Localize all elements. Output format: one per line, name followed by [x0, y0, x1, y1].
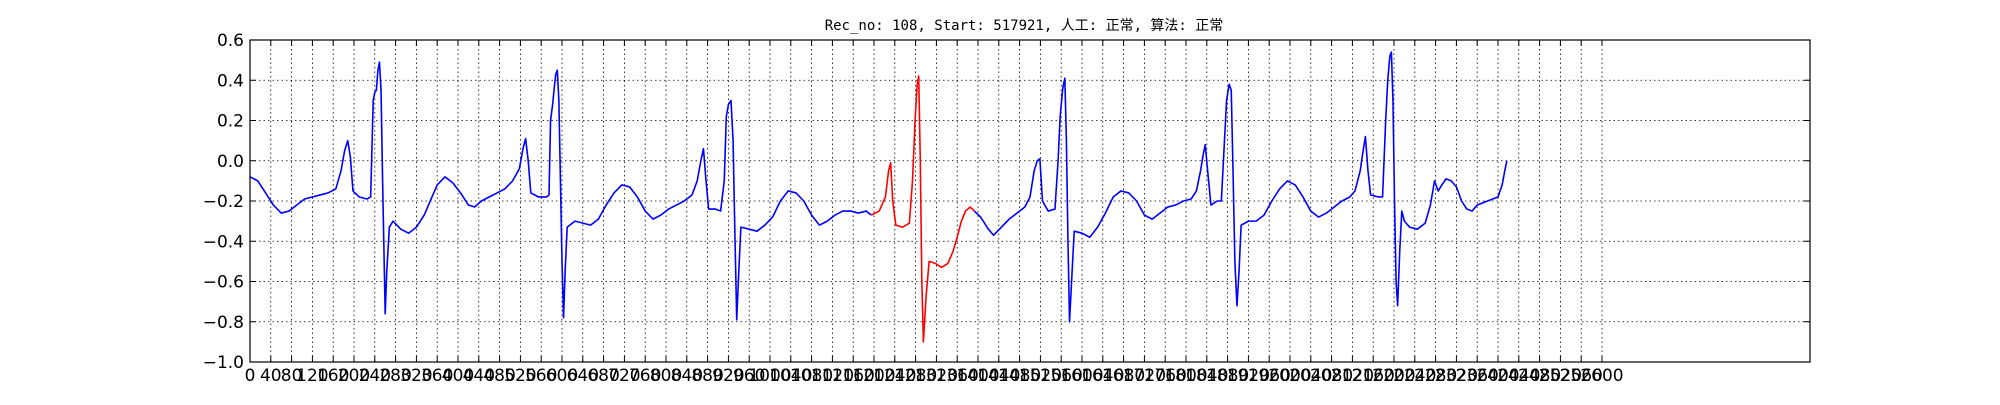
x-tick-label: 2200	[1372, 366, 1415, 386]
x-tick-label: 2520	[1539, 366, 1582, 386]
x-tick-label: 1480	[998, 366, 1041, 386]
x-tick-label: 1280	[894, 366, 937, 386]
x-tick-label: 600	[546, 366, 578, 386]
y-tick-label: 0.4	[217, 71, 244, 91]
x-tick-label: 1720	[1123, 366, 1166, 386]
x-tick-label: 1600	[1060, 366, 1103, 386]
y-tick-label: 0.6	[217, 31, 244, 51]
x-tick-label: 880	[691, 366, 723, 386]
x-tick-label: 920	[712, 366, 744, 386]
y-tick-label: −0.8	[203, 313, 244, 333]
x-tick-label: 80	[281, 366, 303, 386]
y-tick-label: −0.4	[203, 232, 244, 252]
x-tick-label: 240	[359, 366, 391, 386]
x-tick-label: 680	[587, 366, 619, 386]
x-tick-label: 760	[629, 366, 661, 386]
x-tick-label: 1960	[1248, 366, 1291, 386]
x-tick-label: 1000	[748, 366, 791, 386]
x-tick-label: 360	[421, 366, 453, 386]
x-tick-label: 280	[379, 366, 411, 386]
x-tick-label: 2080	[1310, 366, 1353, 386]
x-tick-label: 1400	[956, 366, 999, 386]
x-tick-label: 1200	[852, 366, 895, 386]
grid-layer	[250, 40, 1810, 362]
x-tick-label: 2240	[1393, 366, 1436, 386]
chart-title: Rec_no: 108, Start: 517921, 人工: 正常, 算法: …	[825, 18, 1224, 34]
x-tick-label: 200	[338, 366, 370, 386]
x-tick-label: 640	[567, 366, 599, 386]
signal-segment-1	[249, 61, 872, 321]
y-tick-label: 0.0	[217, 152, 244, 172]
y-tick-label: −1.0	[203, 353, 244, 373]
x-tick-label: 1160	[832, 366, 875, 386]
x-tick-label: 1760	[1144, 366, 1187, 386]
x-tick-label: 2360	[1456, 366, 1499, 386]
x-tick-label: 480	[483, 366, 515, 386]
x-tick-label: 2440	[1497, 366, 1540, 386]
x-tick-label: 40	[260, 366, 282, 386]
x-tick-label: 1080	[790, 366, 833, 386]
x-tick-label: 1920	[1227, 366, 1270, 386]
x-tick-label: 520	[504, 366, 536, 386]
series-layer	[249, 51, 1508, 343]
x-tick-label: 1040	[769, 366, 812, 386]
x-tick-label: 160	[317, 366, 349, 386]
y-tick-label: 0.2	[217, 112, 244, 132]
x-tick-label: 120	[296, 366, 328, 386]
x-tick-label: 1680	[1102, 366, 1145, 386]
x-tick-label: 960	[733, 366, 765, 386]
x-tick-label: 2040	[1289, 366, 1332, 386]
x-tick-label: 2000	[1268, 366, 1311, 386]
y-tick-label: −0.6	[203, 273, 244, 293]
x-tick-label: 2160	[1352, 366, 1395, 386]
x-tick-label: 1880	[1206, 366, 1249, 386]
x-tick-label: 2560	[1560, 366, 1603, 386]
y-axis: −1.0 −0.8 −0.6 −0.4 −0.2 0.0 0.2 0.4 0.6	[203, 31, 1810, 373]
x-tick-label: 1320	[915, 366, 958, 386]
x-tick-label: 1640	[1081, 366, 1124, 386]
x-tick-label: 1360	[936, 366, 979, 386]
x-tick-label: 560	[525, 366, 557, 386]
x-tick-label: 2280	[1414, 366, 1457, 386]
x-tick-label: 2120	[1331, 366, 1374, 386]
x-tick-label: 0	[245, 366, 256, 386]
x-tick-label: 1800	[1164, 366, 1207, 386]
x-tick-label: 1840	[1185, 366, 1228, 386]
x-tick-label: 2400	[1476, 366, 1519, 386]
x-tick-label: 2320	[1435, 366, 1478, 386]
x-tick-label: 440	[463, 366, 495, 386]
x-tick-label: 320	[400, 366, 432, 386]
x-tick-label: 2480	[1518, 366, 1561, 386]
x-tick-label: 720	[608, 366, 640, 386]
x-tick-label: 1560	[1040, 366, 1083, 386]
x-tick-label: 1520	[1019, 366, 1062, 386]
x-tick-label: 1240	[873, 366, 916, 386]
y-tick-label: −0.2	[203, 192, 244, 212]
x-tick-label: 840	[671, 366, 703, 386]
signal-segment-2	[871, 75, 975, 343]
x-axis: 0 40 8012016020024028032036040044048052056…	[245, 40, 1624, 386]
x-tick-label: 1120	[811, 366, 854, 386]
x-tick-label: 400	[442, 366, 474, 386]
x-tick-label: 2600	[1580, 366, 1623, 386]
x-tick-label: 1440	[977, 366, 1020, 386]
x-tick-label: 800	[650, 366, 682, 386]
signal-segment-3	[973, 51, 1508, 323]
